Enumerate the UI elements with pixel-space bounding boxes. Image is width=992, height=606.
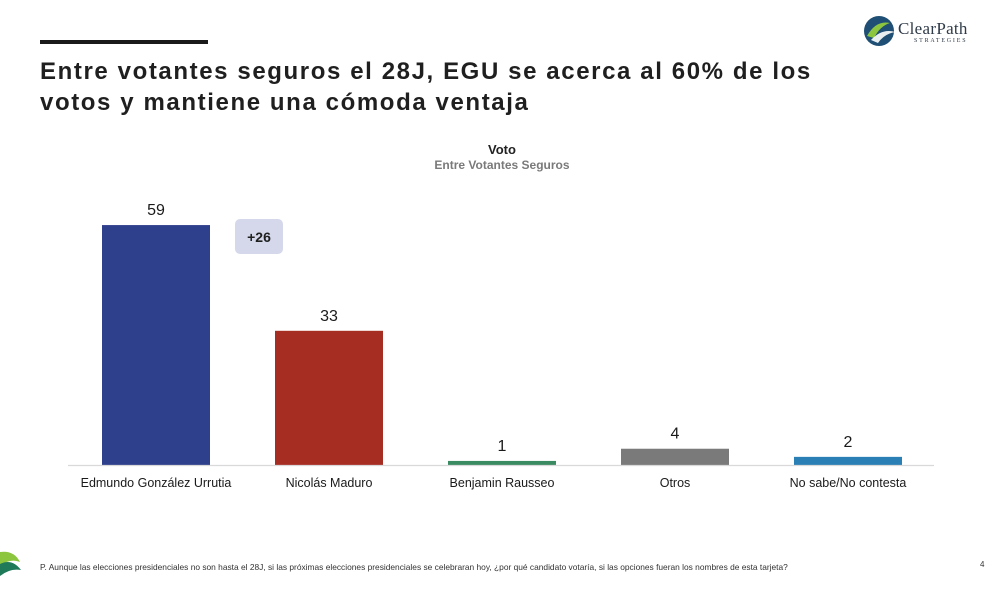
bar-2 [275,330,383,465]
logo-tagline: STRATEGIES [914,38,968,44]
clearpath-logo: ClearPath STRATEGIES [862,14,992,48]
title-accent-rule [40,40,208,44]
data-label-2: 33 [320,308,338,325]
clearpath-logo-icon [864,16,895,46]
page-number: 4 [980,560,985,569]
data-label-5: 2 [844,434,853,451]
data-label-4: 4 [671,426,680,443]
category-label-2: Nicolás Maduro [286,476,373,490]
chart-subtitle: Entre Votantes Seguros [434,158,570,172]
logo-wordmark: ClearPath [898,19,968,38]
data-label-1: 59 [147,202,165,219]
clearpath-mark-icon [0,551,21,576]
lead-difference-badge: +26 [235,219,283,254]
category-label-5: No sabe/No contesta [790,476,907,490]
survey-question-footnote: P. Aunque las elecciones presidenciales … [40,562,788,572]
slide-headline: Entre votantes seguros el 28J, EGU se ac… [40,58,812,116]
category-label-1: Edmundo González Urrutia [81,476,232,490]
bar-5 [794,456,902,465]
category-label-4: Otros [660,476,691,490]
bar-1 [102,225,210,465]
bar-3 [448,460,556,465]
chart-title: Voto [488,142,516,157]
category-label-3: Benjamin Rausseo [450,476,555,490]
data-label-3: 1 [498,438,507,455]
bar-4 [621,448,729,465]
